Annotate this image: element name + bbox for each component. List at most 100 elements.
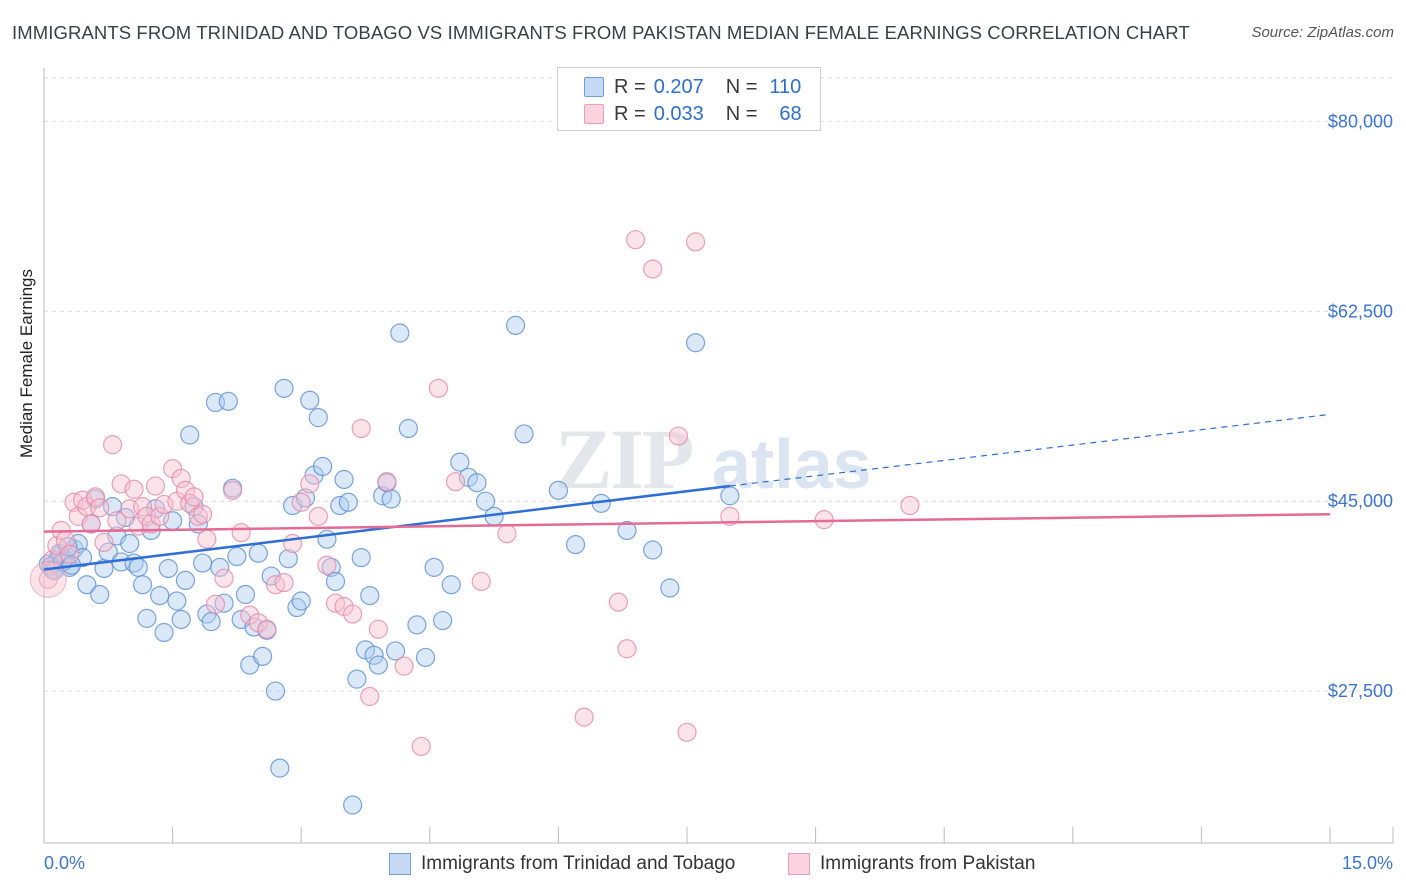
tick-labels: $27,500 $45,000 $62,500 $80,000 0.0% 15.0%: [44, 111, 1393, 873]
data-point: [218, 391, 238, 411]
watermark-atlas: atlas: [712, 425, 872, 503]
legend-row-pakistan: R = 0.033 N = 68: [584, 99, 802, 129]
data-point: [137, 608, 157, 628]
data-point: [608, 592, 629, 612]
data-point: [313, 456, 333, 477]
data-point: [450, 452, 470, 472]
data-point: [467, 473, 487, 493]
data-point: [643, 540, 663, 560]
data-point: [145, 476, 166, 496]
source-label: Source: ZipAtlas.com: [1251, 24, 1394, 41]
data-point: [343, 795, 363, 815]
legend-r-value: 0.207: [653, 75, 704, 98]
data-point: [85, 487, 106, 507]
data-point: [368, 619, 388, 639]
data-point: [377, 472, 397, 492]
data-point: [201, 612, 221, 632]
data-point: [574, 707, 594, 727]
data-point: [291, 591, 311, 611]
data-point: [360, 585, 380, 606]
data-point: [81, 514, 101, 534]
data-point: [102, 435, 123, 455]
data-point: [300, 474, 320, 494]
data-point: [308, 506, 328, 526]
data-point: [720, 486, 740, 506]
legend-r-label: R =: [614, 75, 646, 98]
data-point: [154, 622, 174, 643]
data-point: [300, 390, 320, 410]
legend-n-label: N =: [725, 102, 758, 125]
data-point: [497, 524, 517, 544]
data-point: [210, 557, 230, 577]
data-point: [445, 472, 466, 492]
x-tick-label-max: 15.0%: [1342, 853, 1393, 873]
legend-swatch-pakistan: [584, 104, 604, 124]
data-point: [814, 510, 834, 530]
bottom-legend-label-trinidad: Immigrants from Trinidad and Tobago: [421, 853, 736, 874]
legend-n-value: 110: [769, 75, 802, 98]
data-point: [223, 480, 243, 500]
data-point: [514, 424, 534, 444]
data-point: [175, 570, 196, 591]
data-point: [381, 489, 401, 509]
data-point: [248, 543, 268, 563]
data-point: [167, 591, 187, 611]
data-point: [475, 491, 496, 511]
data-point: [94, 532, 114, 553]
y-tick-label: $62,500: [1328, 301, 1393, 321]
data-point: [278, 549, 298, 569]
data-point: [685, 333, 706, 353]
data-point: [338, 492, 358, 512]
data-point: [415, 647, 436, 668]
watermark-zip: ZIP: [555, 411, 693, 507]
data-point: [90, 498, 110, 518]
data-point: [411, 736, 431, 757]
data-point: [668, 426, 689, 446]
data-point: [150, 506, 170, 526]
data-point: [128, 557, 148, 577]
bottom-legend-swatch-pakistan: [788, 853, 810, 875]
data-point: [150, 585, 170, 606]
data-point: [197, 529, 217, 549]
data-point: [505, 315, 526, 336]
y-tick-label: $27,500: [1328, 681, 1393, 701]
data-point: [471, 571, 491, 592]
y-tick-label: $80,000: [1328, 111, 1393, 131]
data-point: [351, 418, 371, 439]
data-point: [625, 230, 646, 250]
data-point: [390, 323, 410, 343]
data-point: [364, 645, 384, 665]
data-point: [124, 479, 144, 499]
legend-r-label: R =: [614, 102, 646, 125]
stats-legend: R = 0.207 N = 110 R = 0.033 N = 68: [557, 67, 821, 131]
legend-row-trinidad: R = 0.207 N = 110: [584, 72, 801, 102]
data-point: [368, 655, 388, 675]
data-point: [120, 533, 140, 554]
zipatlas-watermark: ZIP atlas: [555, 411, 872, 507]
data-point: [347, 669, 367, 689]
data-point: [60, 544, 80, 564]
legend-swatch-trinidad: [584, 77, 604, 97]
legend-n-value: 68: [779, 102, 802, 125]
data-point: [900, 495, 920, 516]
trend-line-pakistan: [43, 512, 1331, 533]
bottom-legend-pakistan: Immigrants from Pakistan: [788, 851, 1035, 877]
data-point: [334, 469, 354, 490]
data-point-cluster: [29, 560, 67, 598]
data-point: [351, 548, 371, 568]
data-point: [193, 553, 213, 573]
data-point: [265, 681, 286, 701]
legend-r-value: 0.033: [653, 102, 704, 125]
data-point: [617, 639, 637, 659]
data-point: [257, 619, 277, 639]
trend-line-trinidad-projection: [729, 413, 1331, 487]
data-point: [231, 523, 251, 543]
data-point: [385, 641, 406, 661]
data-point: [720, 506, 740, 526]
data-point: [77, 575, 97, 595]
data-point: [548, 480, 569, 500]
data-point: [253, 646, 273, 666]
data-point: [274, 378, 294, 398]
data-point: [677, 722, 697, 742]
series-pakistan-points: [29, 230, 920, 757]
